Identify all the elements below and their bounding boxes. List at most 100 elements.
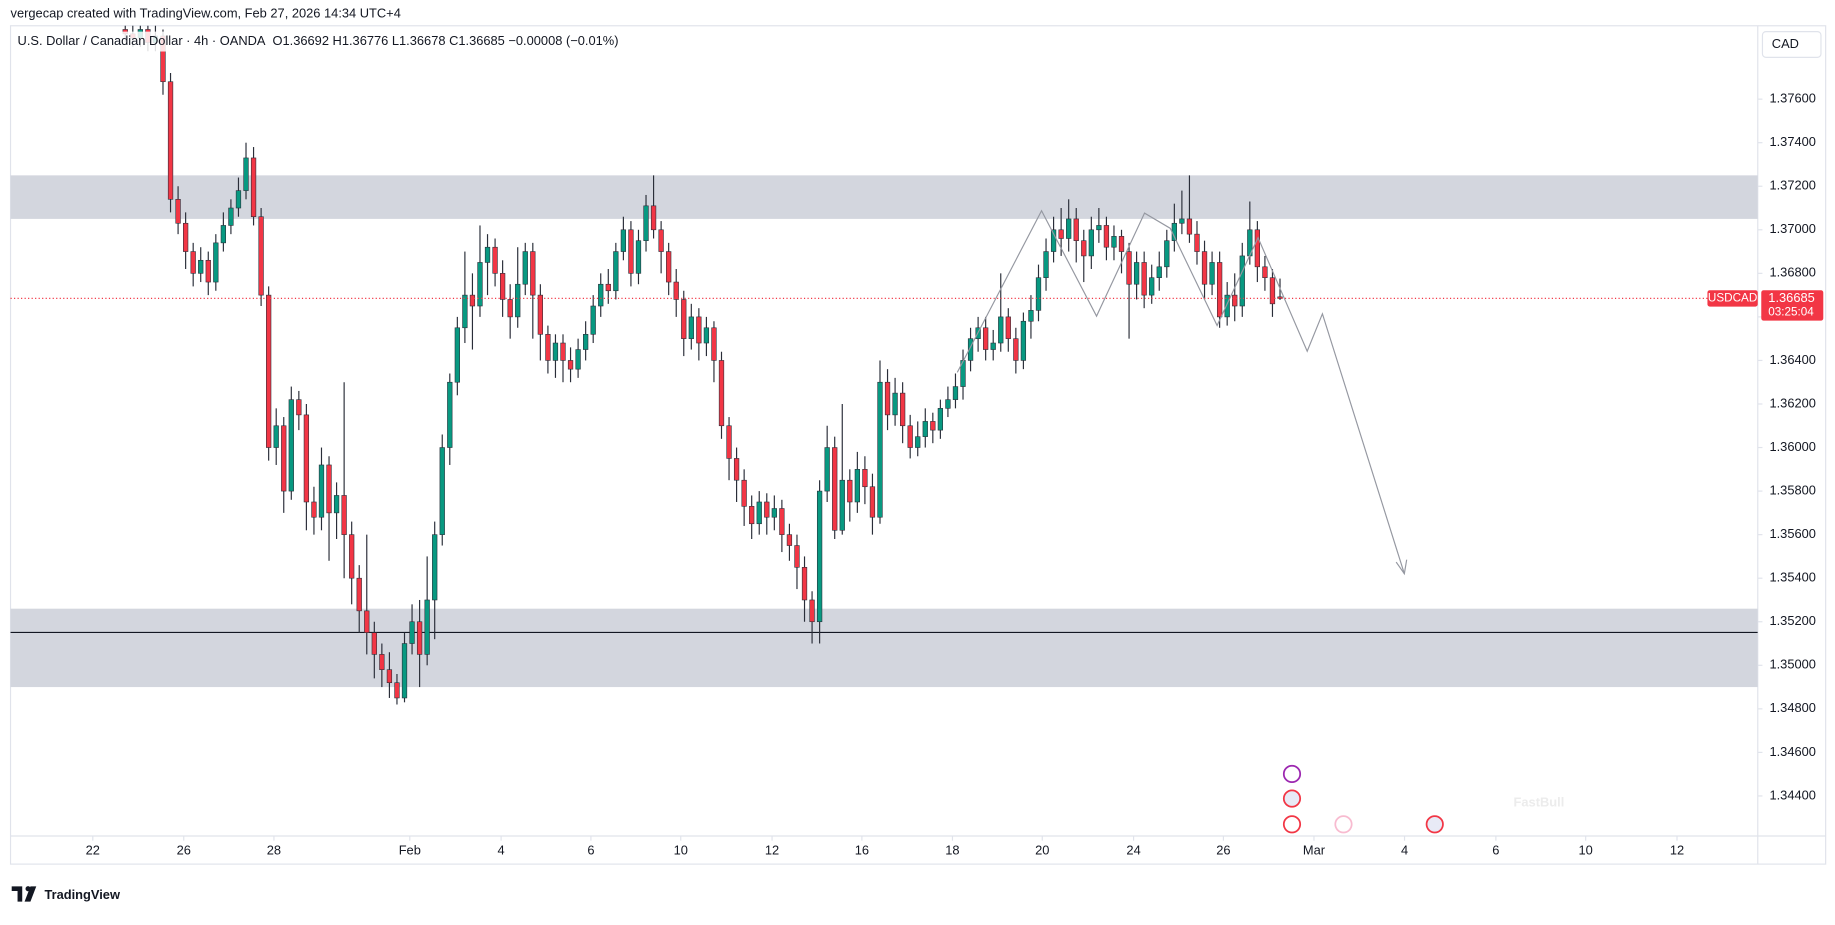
candle-body <box>998 316 1004 344</box>
candle-body <box>409 621 415 644</box>
candle-body <box>1186 218 1193 235</box>
candle-body <box>326 464 332 514</box>
y-tick-label: 1.35200 <box>1769 613 1815 628</box>
candle-body <box>862 469 868 488</box>
candle-body <box>318 464 325 518</box>
candle-body <box>1201 251 1208 285</box>
y-tick-label: 1.34600 <box>1769 744 1815 759</box>
candle-body <box>1149 277 1155 296</box>
candle-body <box>167 81 174 200</box>
candle-body <box>356 577 362 612</box>
candle-body <box>1262 266 1268 278</box>
candle-body <box>1209 262 1215 285</box>
zone <box>10 175 1758 219</box>
candle-body <box>733 458 740 481</box>
candle-body <box>288 399 294 492</box>
candle-body <box>364 610 370 633</box>
event-icon[interactable] <box>1334 815 1353 834</box>
y-tick-label: 1.37400 <box>1769 134 1815 149</box>
candle-body <box>598 283 604 307</box>
x-tick-label: Mar <box>1303 843 1326 858</box>
x-tick-label: 28 <box>267 843 281 858</box>
candle-body <box>341 495 347 535</box>
candle-body <box>1035 277 1042 311</box>
candle-body <box>1066 218 1072 239</box>
candle-body <box>198 259 204 274</box>
candle-body <box>620 229 627 252</box>
candle-body <box>1239 255 1245 307</box>
y-tick-label: 1.37000 <box>1769 221 1815 236</box>
candle-body <box>786 534 793 546</box>
candle-body <box>635 240 642 274</box>
candle-body <box>454 327 460 383</box>
symbol-header: U.S. Dollar / Canadian Dollar · 4h · OAN… <box>18 34 619 49</box>
y-tick-label: 1.36400 <box>1769 352 1815 367</box>
y-tick-label: 1.35800 <box>1769 482 1815 497</box>
x-tick-label: 18 <box>945 843 959 858</box>
candle-body <box>545 334 551 361</box>
event-icon[interactable] <box>1282 789 1302 808</box>
candle-body <box>296 399 302 416</box>
watermark: FastBull <box>1514 795 1565 810</box>
candle-body <box>832 447 838 531</box>
x-tick-label: 26 <box>177 843 191 858</box>
price-tag-bg <box>1761 290 1824 321</box>
candle-body <box>900 392 906 427</box>
candle-body <box>258 216 264 296</box>
event-icon[interactable] <box>1425 815 1444 834</box>
event-icon[interactable] <box>1282 815 1302 834</box>
y-tick-label: 1.37600 <box>1769 91 1815 106</box>
candle-body <box>273 425 279 448</box>
candle-body <box>1156 266 1162 278</box>
zones-layer <box>10 175 1758 688</box>
candle-body <box>945 399 951 409</box>
logo-text: TradingView <box>44 887 120 902</box>
currency: CAD <box>1772 36 1799 51</box>
candle-body <box>228 207 234 226</box>
candle-body <box>371 632 377 655</box>
candle-body <box>952 386 959 400</box>
candle-body <box>469 294 476 307</box>
candle-body <box>1164 240 1170 268</box>
candle-body <box>416 621 423 655</box>
candle-body <box>333 495 340 514</box>
currency-box[interactable] <box>1761 31 1822 58</box>
candle-body <box>741 479 747 507</box>
candle-body <box>349 534 355 579</box>
projection-path <box>956 209 1405 574</box>
candle-body <box>613 251 619 292</box>
candle-body <box>499 273 506 300</box>
event-icon[interactable] <box>1282 764 1302 784</box>
x-tick-label: 20 <box>1035 843 1049 858</box>
candle-body <box>854 469 860 503</box>
candle-body <box>1058 229 1064 239</box>
candle-body <box>1096 225 1102 231</box>
x-tick-label: 16 <box>855 843 869 858</box>
x-tick-label: Feb <box>399 843 421 858</box>
candle-body <box>1073 218 1079 241</box>
candle-body <box>552 342 559 361</box>
x-tick-label: 4 <box>1401 843 1408 858</box>
candle-body <box>183 222 189 252</box>
candle-body <box>213 242 219 283</box>
candle-body <box>650 205 657 231</box>
candle-body <box>771 508 777 518</box>
candle-body <box>1179 218 1185 224</box>
candle-body <box>1269 277 1276 305</box>
candle-body <box>1005 316 1011 339</box>
symbol-tag-bg <box>1707 290 1758 307</box>
candle-body <box>1277 296 1283 299</box>
candle-body <box>220 225 227 244</box>
candle-body <box>666 251 672 283</box>
candle-body <box>484 246 491 263</box>
candle-body <box>477 262 483 307</box>
x-tick-label: 10 <box>674 843 688 858</box>
candle-body <box>560 342 566 361</box>
zone <box>10 608 1758 688</box>
candle-body <box>628 229 634 274</box>
event-icons <box>1282 764 1444 834</box>
x-tick-label: 4 <box>498 843 505 858</box>
candle-body <box>567 360 574 370</box>
x-tick-label: 10 <box>1579 843 1593 858</box>
